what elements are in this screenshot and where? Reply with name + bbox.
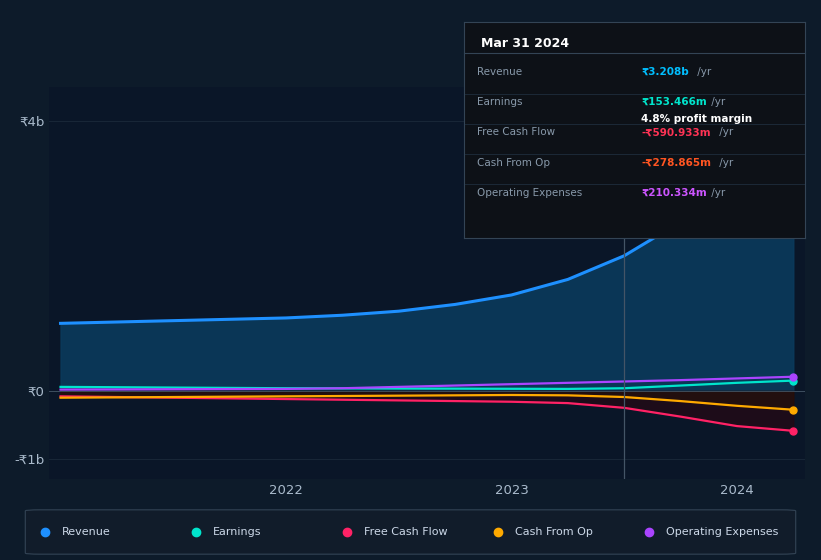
- Text: Revenue: Revenue: [62, 527, 110, 537]
- Text: /yr: /yr: [694, 67, 711, 77]
- Text: -₹278.865m: -₹278.865m: [641, 157, 711, 167]
- Text: Revenue: Revenue: [478, 67, 523, 77]
- Text: ₹3.208b: ₹3.208b: [641, 67, 689, 77]
- Text: -₹590.933m: -₹590.933m: [641, 127, 711, 137]
- Text: Operating Expenses: Operating Expenses: [478, 188, 583, 198]
- Text: /yr: /yr: [716, 127, 733, 137]
- Text: Cash From Op: Cash From Op: [515, 527, 593, 537]
- FancyBboxPatch shape: [25, 510, 796, 554]
- Text: /yr: /yr: [709, 188, 726, 198]
- Text: Mar 31 2024: Mar 31 2024: [481, 38, 569, 50]
- Text: Free Cash Flow: Free Cash Flow: [478, 127, 556, 137]
- Text: Cash From Op: Cash From Op: [478, 157, 551, 167]
- Text: /yr: /yr: [709, 97, 726, 107]
- Text: Earnings: Earnings: [478, 97, 523, 107]
- Text: Operating Expenses: Operating Expenses: [666, 527, 778, 537]
- Text: ₹153.466m: ₹153.466m: [641, 97, 707, 107]
- Text: Free Cash Flow: Free Cash Flow: [364, 527, 447, 537]
- Text: Earnings: Earnings: [213, 527, 261, 537]
- Text: ₹210.334m: ₹210.334m: [641, 188, 707, 198]
- Text: 4.8% profit margin: 4.8% profit margin: [641, 114, 752, 124]
- Text: /yr: /yr: [716, 157, 733, 167]
